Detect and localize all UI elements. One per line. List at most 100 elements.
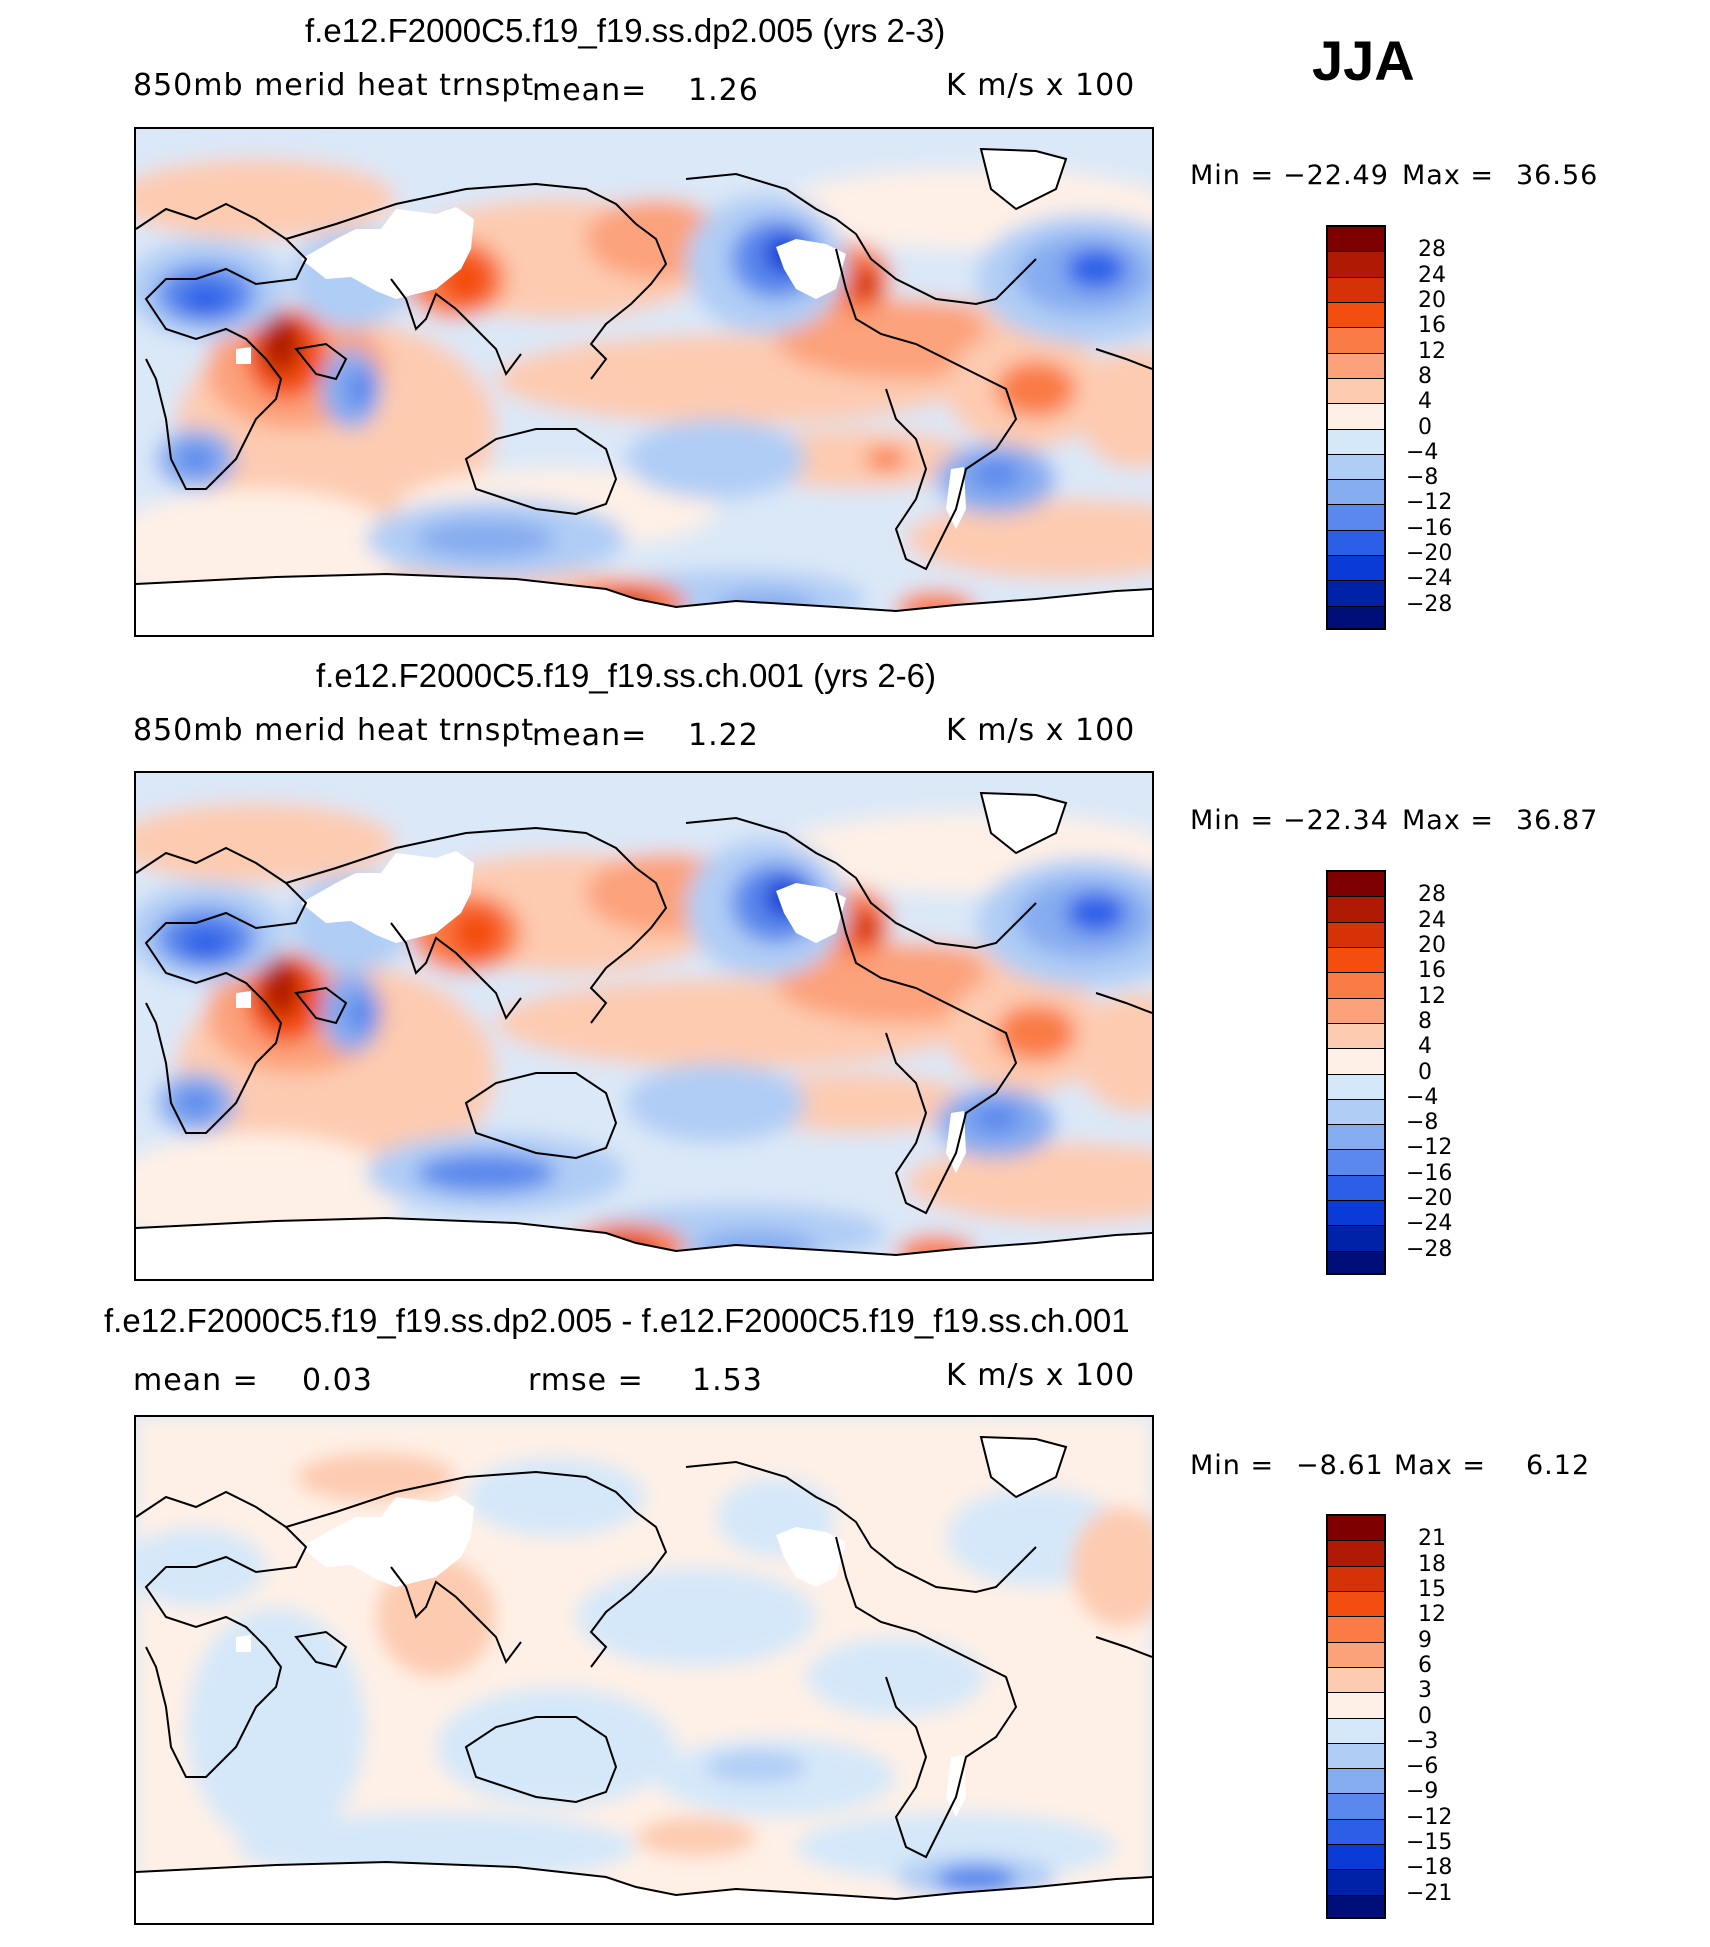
colorbar-tick-label: 28	[1418, 882, 1446, 908]
panel3-colorbar	[1326, 1514, 1386, 1919]
colorbar-cell	[1328, 1251, 1384, 1273]
colorbar-cell	[1328, 1541, 1384, 1567]
colorbar-tick-label: 3	[1418, 1678, 1432, 1704]
colorbar-cell	[1328, 1845, 1384, 1871]
colorbar-tick-label: −28	[1406, 591, 1453, 617]
panel2-min-label: Min =	[1190, 805, 1275, 836]
colorbar-tick-label: 8	[1418, 363, 1432, 389]
colorbar-cell	[1328, 480, 1384, 506]
colorbar-cell	[1328, 581, 1384, 607]
panel3-mean-value: 0.03	[302, 1363, 373, 1398]
colorbar-cell	[1328, 1049, 1384, 1075]
colorbar-cell	[1328, 1591, 1384, 1618]
panel3-map	[134, 1415, 1154, 1925]
colorbar-tick-label: 12	[1418, 983, 1446, 1009]
panel3-mean-label: mean =	[133, 1363, 259, 1398]
panel2-title: f.e12.F2000C5.f19_f19.ss.ch.001 (yrs 2-6…	[316, 657, 937, 694]
colorbar-tick-label: −24	[1406, 566, 1453, 592]
colorbar-cell	[1328, 998, 1384, 1024]
colorbar-cell	[1328, 505, 1384, 531]
colorbar-tick-label: 12	[1418, 338, 1446, 364]
colorbar-cell	[1328, 973, 1384, 999]
colorbar-tick-label: 15	[1418, 1576, 1446, 1602]
panel1-title: f.e12.F2000C5.f19_f19.ss.dp2.005 (yrs 2-…	[305, 12, 946, 49]
panel3-min-label: Min =	[1190, 1450, 1275, 1481]
panel1-mean-value: 1.26	[688, 73, 759, 108]
colorbar-cell	[1328, 378, 1384, 405]
colorbar-tick-label: 24	[1418, 907, 1446, 933]
colorbar-tick-label: −4	[1406, 439, 1439, 465]
panel2-map	[134, 771, 1154, 1281]
colorbar-cell	[1328, 353, 1384, 379]
colorbar-cell	[1328, 1175, 1384, 1202]
panel1-variable: 850mb merid heat trnspt	[133, 68, 535, 103]
colorbar-tick-label: −16	[1406, 515, 1453, 541]
colorbar-tick-label: −18	[1406, 1855, 1453, 1881]
colorbar-cell	[1328, 1566, 1384, 1592]
colorbar-cell	[1328, 1617, 1384, 1643]
colorbar-cell	[1328, 1099, 1384, 1126]
colorbar-tick-label: 0	[1418, 1703, 1432, 1729]
colorbar-tick-label: −6	[1406, 1754, 1439, 1780]
panel2-max-value: 36.87	[1516, 805, 1599, 836]
colorbar-cell	[1328, 1718, 1384, 1744]
colorbar-tick-label: −3	[1406, 1728, 1439, 1754]
colorbar-tick-label: −15	[1406, 1830, 1453, 1856]
colorbar-tick-label: −24	[1406, 1211, 1453, 1237]
colorbar-tick-label: 16	[1418, 958, 1446, 984]
colorbar-cell	[1328, 1201, 1384, 1227]
panel2-map-svg	[136, 773, 1152, 1279]
panel3-title: f.e12.F2000C5.f19_f19.ss.dp2.005 - f.e12…	[104, 1302, 1130, 1339]
colorbar-cell	[1328, 872, 1384, 898]
panel3-max-label: Max =	[1394, 1450, 1487, 1481]
colorbar-cell	[1328, 1870, 1384, 1896]
colorbar-cell	[1328, 1023, 1384, 1050]
colorbar-tick-label: −8	[1406, 1110, 1439, 1136]
colorbar-tick-label: 6	[1418, 1652, 1432, 1678]
colorbar-tick-label: 21	[1418, 1526, 1446, 1552]
colorbar-tick-label: 4	[1418, 389, 1432, 415]
colorbar-cell	[1328, 302, 1384, 329]
colorbar-tick-label: −8	[1406, 465, 1439, 491]
colorbar-cell	[1328, 1150, 1384, 1176]
colorbar-tick-label: −12	[1406, 1135, 1453, 1161]
panel1-map-svg	[136, 129, 1152, 635]
panel3-units: K m/s x 100	[946, 1358, 1136, 1393]
panel3-map-svg	[136, 1417, 1152, 1923]
panel3-colorbar-box	[1326, 1514, 1386, 1919]
colorbar-tick-label: 8	[1418, 1008, 1432, 1034]
panel1-max-value: 36.56	[1516, 160, 1599, 191]
colorbar-tick-label: −9	[1406, 1779, 1439, 1805]
colorbar-cell	[1328, 429, 1384, 455]
panel3-rmse-label: rmse =	[528, 1363, 644, 1398]
panel1-min-label: Min =	[1190, 160, 1275, 191]
panel1-max-label: Max =	[1402, 160, 1495, 191]
panel3-min-value: −8.61	[1296, 1450, 1384, 1481]
colorbar-cell	[1328, 1743, 1384, 1770]
colorbar-tick-label: −12	[1406, 1804, 1453, 1830]
colorbar-cell	[1328, 606, 1384, 628]
colorbar-tick-label: 0	[1418, 414, 1432, 440]
colorbar-cell	[1328, 1074, 1384, 1100]
colorbar-cell	[1328, 1769, 1384, 1795]
panel3-rmse-value: 1.53	[692, 1363, 763, 1398]
colorbar-tick-label: −21	[1406, 1880, 1453, 1906]
colorbar-tick-label: 20	[1418, 287, 1446, 313]
colorbar-tick-label: −12	[1406, 490, 1453, 516]
colorbar-cell	[1328, 1895, 1384, 1917]
colorbar-tick-label: −28	[1406, 1236, 1453, 1262]
colorbar-cell	[1328, 1125, 1384, 1151]
colorbar-cell	[1328, 227, 1384, 253]
colorbar-cell	[1328, 897, 1384, 923]
colorbar-tick-label: 28	[1418, 237, 1446, 263]
colorbar-tick-label: −16	[1406, 1160, 1453, 1186]
panel1-min-value: −22.49	[1283, 160, 1389, 191]
colorbar-cell	[1328, 1693, 1384, 1719]
colorbar-tick-label: −20	[1406, 1186, 1453, 1212]
colorbar-tick-label: 20	[1418, 932, 1446, 958]
panel2-variable: 850mb merid heat trnspt	[133, 713, 535, 748]
colorbar-cell	[1328, 1794, 1384, 1820]
colorbar-tick-label: −4	[1406, 1084, 1439, 1110]
colorbar-tick-label: 0	[1418, 1059, 1432, 1085]
colorbar-cell	[1328, 1226, 1384, 1252]
